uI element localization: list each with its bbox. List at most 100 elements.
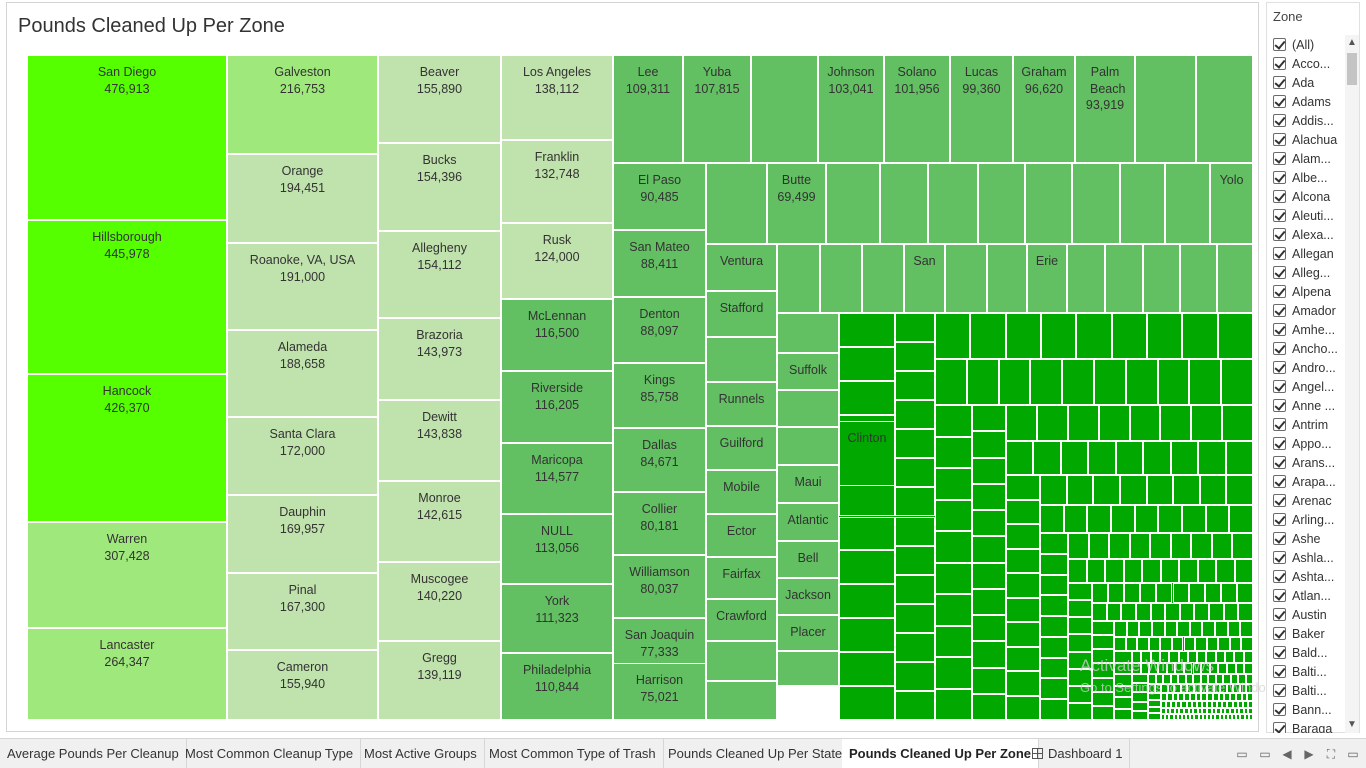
- treemap-cell[interactable]: [978, 163, 1025, 244]
- treemap-cell[interactable]: Ector: [706, 514, 777, 557]
- treemap-small-cell[interactable]: [1234, 559, 1253, 583]
- treemap-small-cell[interactable]: [1132, 674, 1148, 684]
- checkbox-checked-icon[interactable]: [1273, 532, 1286, 545]
- treemap-small-cell[interactable]: [1062, 359, 1094, 405]
- treemap-small-cell[interactable]: [1159, 651, 1170, 663]
- treemap-small-cell[interactable]: [1092, 691, 1114, 706]
- checkbox-checked-icon[interactable]: [1273, 494, 1286, 507]
- treemap-small-cell[interactable]: [1248, 714, 1253, 720]
- treemap-cell[interactable]: San Mateo 88,411: [613, 230, 706, 297]
- treemap-small-cell[interactable]: [1105, 559, 1124, 583]
- treemap-small-cell[interactable]: [1173, 714, 1178, 720]
- treemap-small-cell[interactable]: [1225, 708, 1230, 714]
- treemap-small-cell[interactable]: [1217, 701, 1223, 708]
- treemap-small-cell[interactable]: [1119, 475, 1147, 505]
- treemap-cell[interactable]: Bucks 154,396: [378, 143, 501, 231]
- treemap-cell[interactable]: Alameda 188,658: [227, 330, 378, 417]
- treemap-small-cell[interactable]: [895, 574, 935, 604]
- checkbox-checked-icon[interactable]: [1273, 323, 1286, 336]
- grid-view-icon[interactable]: ▭: [1236, 747, 1248, 761]
- treemap-small-cell[interactable]: [1229, 505, 1253, 533]
- treemap-small-cell[interactable]: [1137, 637, 1149, 651]
- treemap-cell[interactable]: [777, 651, 839, 686]
- treemap-small-cell[interactable]: [1161, 708, 1166, 714]
- filter-item[interactable]: Addis...: [1273, 111, 1345, 130]
- treemap-small-cell[interactable]: [1178, 674, 1186, 684]
- treemap-small-cell[interactable]: [1216, 708, 1221, 714]
- treemap-small-cell[interactable]: [1161, 701, 1167, 708]
- checkbox-checked-icon[interactable]: [1273, 38, 1286, 51]
- checkbox-checked-icon[interactable]: [1273, 266, 1286, 279]
- treemap-cell[interactable]: [751, 55, 818, 163]
- scroll-thumb[interactable]: [1347, 53, 1357, 85]
- treemap-small-cell[interactable]: [1230, 693, 1236, 701]
- treemap-cell[interactable]: [1196, 55, 1253, 163]
- treemap-cell[interactable]: [706, 163, 767, 244]
- sheet-tab[interactable]: Pounds Cleaned Up Per State: [661, 739, 851, 768]
- treemap-small-cell[interactable]: [1109, 533, 1130, 559]
- treemap-small-cell[interactable]: [1227, 701, 1233, 708]
- treemap-small-cell[interactable]: [1215, 621, 1228, 637]
- checkbox-checked-icon[interactable]: [1273, 152, 1286, 165]
- treemap-small-cell[interactable]: [1186, 701, 1192, 708]
- checkbox-checked-icon[interactable]: [1273, 513, 1286, 526]
- treemap-small-cell[interactable]: [1186, 714, 1191, 720]
- treemap-small-cell[interactable]: [1134, 505, 1159, 533]
- sheet-tab[interactable]: Most Common Cleanup Type: [178, 739, 362, 768]
- treemap-cell[interactable]: Williamson 80,037: [613, 555, 706, 618]
- treemap-small-cell[interactable]: [1111, 505, 1135, 533]
- treemap-small-cell[interactable]: [1176, 701, 1182, 708]
- treemap-cell[interactable]: Gregg 139,119: [378, 641, 501, 720]
- treemap-small-cell[interactable]: [935, 468, 972, 500]
- filter-item[interactable]: Antrim: [1273, 415, 1345, 434]
- treemap-small-cell[interactable]: [1201, 663, 1210, 674]
- treemap-small-cell[interactable]: [1177, 621, 1190, 637]
- treemap-cell[interactable]: Dewitt 143,838: [378, 400, 501, 481]
- checkbox-checked-icon[interactable]: [1273, 133, 1286, 146]
- treemap-small-cell[interactable]: [1171, 701, 1177, 708]
- treemap-small-cell[interactable]: [935, 531, 972, 563]
- treemap-small-cell[interactable]: [1151, 621, 1165, 637]
- treemap-small-cell[interactable]: [1175, 663, 1184, 674]
- treemap-small-cell[interactable]: [1157, 359, 1190, 405]
- treemap-cell[interactable]: [826, 163, 880, 244]
- treemap-small-cell[interactable]: [1114, 697, 1132, 709]
- treemap-small-cell[interactable]: [1212, 693, 1219, 701]
- treemap-small-cell[interactable]: [1160, 405, 1192, 441]
- treemap-small-cell[interactable]: [1124, 583, 1141, 603]
- checkbox-checked-icon[interactable]: [1273, 627, 1286, 640]
- treemap-small-cell[interactable]: [1211, 714, 1216, 720]
- treemap-cell[interactable]: [862, 244, 904, 313]
- treemap-small-cell[interactable]: [1108, 583, 1125, 603]
- filter-item[interactable]: Austin: [1273, 605, 1345, 624]
- checkbox-checked-icon[interactable]: [1273, 437, 1286, 450]
- treemap-cell[interactable]: [1120, 163, 1165, 244]
- treemap-small-cell[interactable]: [1040, 505, 1064, 533]
- treemap-small-cell[interactable]: [1160, 637, 1172, 651]
- scroll-up-button[interactable]: ▲: [1347, 37, 1357, 48]
- treemap-small-cell[interactable]: [1040, 636, 1068, 658]
- treemap-small-cell[interactable]: [1240, 621, 1253, 637]
- treemap-small-cell[interactable]: [1149, 663, 1158, 674]
- treemap-small-cell[interactable]: [1188, 708, 1194, 714]
- treemap-small-cell[interactable]: [972, 667, 1006, 694]
- treemap-small-cell[interactable]: [972, 588, 1006, 615]
- checkbox-checked-icon[interactable]: [1273, 703, 1286, 716]
- checkbox-checked-icon[interactable]: [1273, 684, 1286, 697]
- treemap-small-cell[interactable]: [1142, 559, 1161, 583]
- treemap-small-cell[interactable]: [1150, 651, 1160, 663]
- checkbox-checked-icon[interactable]: [1273, 551, 1286, 564]
- treemap-cell[interactable]: Harrison 75,021: [613, 663, 706, 720]
- treemap-small-cell[interactable]: [1068, 600, 1092, 618]
- treemap-small-cell[interactable]: [1163, 674, 1171, 684]
- treemap-cell[interactable]: Yuba 107,815: [683, 55, 751, 163]
- treemap-small-cell[interactable]: [1197, 651, 1207, 663]
- treemap-small-cell[interactable]: [1174, 708, 1180, 714]
- treemap-small-cell[interactable]: [1156, 583, 1173, 603]
- treemap-cell[interactable]: Erie: [1027, 244, 1067, 313]
- treemap-cell[interactable]: [706, 641, 777, 681]
- treemap-small-cell[interactable]: [1218, 663, 1228, 674]
- scroll-down-button[interactable]: ▼: [1347, 719, 1357, 730]
- treemap-cell[interactable]: Kings 85,758: [613, 363, 706, 428]
- checkbox-checked-icon[interactable]: [1273, 342, 1286, 355]
